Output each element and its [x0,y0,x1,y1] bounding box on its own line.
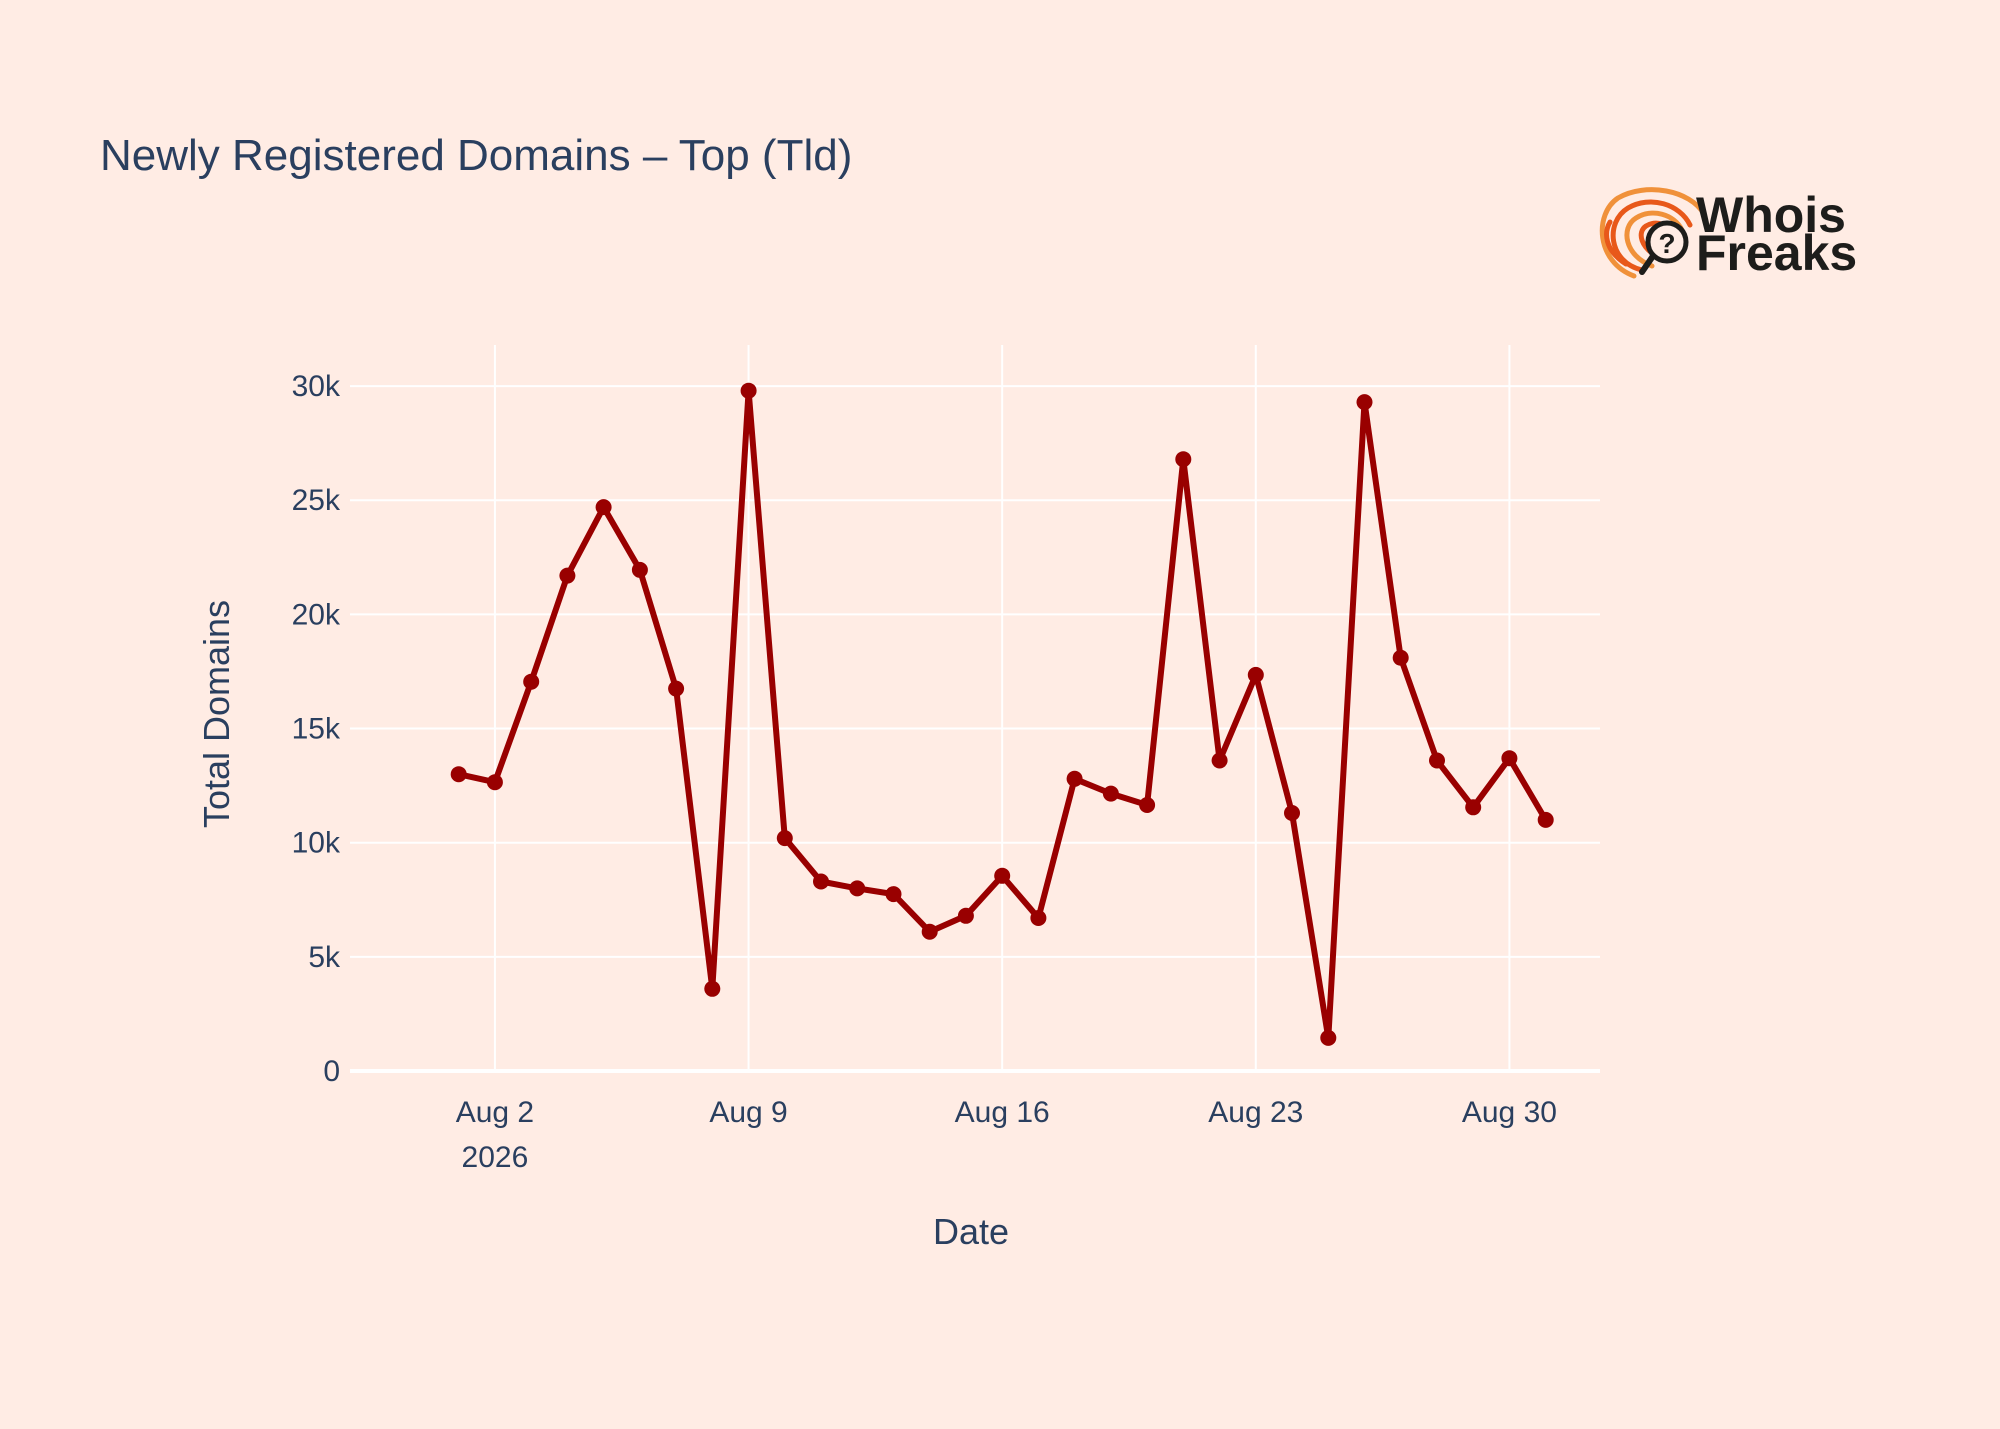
x-axis-title: Date [933,1211,1009,1252]
data-point [1501,750,1518,767]
data-point [776,830,793,847]
x-tick-label: Aug 2 [456,1096,534,1129]
logo-line2: Freaks [1696,225,1857,281]
data-point [740,382,757,399]
data-point [1356,394,1373,411]
y-tick-label: 30k [292,370,341,403]
data-point [559,567,576,584]
data-point [1139,797,1156,813]
x-tick-sublabel: 2026 [462,1141,529,1174]
data-point [921,923,938,940]
data-point [1030,910,1047,926]
data-point [1102,785,1119,802]
y-axis-ticks: 0 5k 10k 15k 20k 25k 30k [292,370,341,1088]
y-tick-label: 5k [308,941,341,974]
x-axis-ticks: Aug 2 2026 Aug 9 Aug 16 Aug 23 Aug 30 [456,1096,1557,1174]
data-point [1320,1029,1337,1046]
data-point [1211,752,1228,769]
data-point [1429,752,1445,769]
data-point [486,774,503,791]
x-tick-label: Aug 23 [1208,1096,1303,1129]
x-tick-label: Aug 30 [1462,1096,1557,1129]
whoisfreaks-logo: ? Whois Freaks [1599,187,1857,281]
y-tick-label: 15k [292,713,341,746]
data-point [450,766,467,783]
data-point [1066,770,1083,787]
data-point [1392,649,1409,666]
y-tick-label: 10k [292,827,341,860]
data-point [1247,666,1264,683]
data-point [523,673,540,690]
data-point [994,867,1011,884]
x-tick-label: Aug 9 [709,1096,787,1129]
series [450,382,1554,1046]
chart-title: Newly Registered Domains – Top (Tld) [100,131,852,180]
y-tick-label: 20k [292,598,341,631]
grid [350,345,1600,1073]
data-point [631,561,648,578]
data-point [1537,811,1554,828]
x-tick-label: Aug 16 [955,1096,1050,1129]
svg-text:?: ? [1658,228,1675,259]
data-point [668,680,685,697]
data-point [595,499,612,516]
data-point [1175,451,1192,468]
logo-line1: Whois [1696,187,1846,243]
y-tick-label: 0 [323,1055,340,1088]
data-point [1284,805,1300,821]
data-point [957,907,974,924]
data-point [1465,799,1482,816]
data-point [885,886,902,903]
fingerprint-magnifier-icon: ? [1599,187,1707,279]
data-point [849,880,866,897]
y-tick-label: 25k [292,484,341,517]
data-point [813,873,829,890]
data-point [704,980,721,997]
y-axis-title: Total Domains [196,600,237,828]
